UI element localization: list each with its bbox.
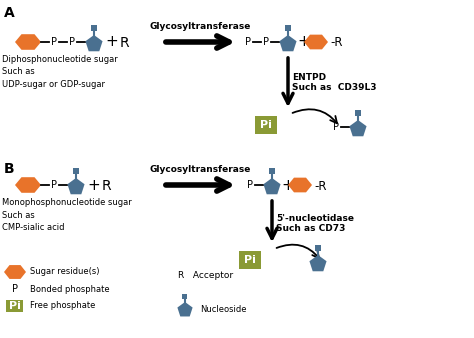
Polygon shape: [264, 178, 281, 194]
Text: +: +: [106, 34, 118, 49]
Text: B: B: [4, 162, 15, 176]
Polygon shape: [310, 255, 327, 271]
Text: P: P: [69, 37, 75, 47]
Text: Pi: Pi: [260, 120, 272, 130]
Text: Sugar residue(s): Sugar residue(s): [30, 267, 100, 276]
Text: R: R: [119, 36, 129, 50]
Bar: [269, 168, 275, 174]
Text: P: P: [263, 37, 269, 47]
Text: Pi: Pi: [9, 301, 21, 311]
Text: Diphosphonucleotide sugar
Such as
UDP-sugar or GDP-sugar: Diphosphonucleotide sugar Such as UDP-su…: [2, 55, 118, 89]
Bar: [255, 116, 277, 134]
Polygon shape: [304, 34, 328, 49]
Bar: [239, 251, 261, 269]
Bar: [91, 25, 97, 31]
Text: Bonded phosphate: Bonded phosphate: [30, 285, 109, 293]
Text: Pi: Pi: [244, 255, 256, 265]
Text: R   Acceptor: R Acceptor: [178, 270, 233, 280]
Text: P: P: [51, 37, 57, 47]
Text: +: +: [88, 177, 100, 193]
Text: A: A: [4, 6, 15, 20]
Text: P: P: [333, 122, 339, 132]
Text: Monophosphonucleotide sugar
Such as
CMP-sialic acid: Monophosphonucleotide sugar Such as CMP-…: [2, 198, 132, 232]
Text: +: +: [298, 34, 310, 49]
Polygon shape: [280, 35, 297, 51]
Polygon shape: [349, 120, 366, 136]
Text: +: +: [282, 177, 294, 193]
Bar: [7, 300, 24, 312]
Bar: [73, 168, 79, 174]
Polygon shape: [85, 35, 102, 51]
Text: -R: -R: [330, 37, 343, 49]
Polygon shape: [4, 265, 26, 279]
Text: P: P: [245, 37, 251, 47]
Text: P: P: [247, 180, 253, 190]
Text: R: R: [101, 179, 111, 193]
Bar: [355, 110, 361, 116]
Text: P: P: [51, 180, 57, 190]
Bar: [182, 294, 188, 299]
Text: P: P: [12, 284, 18, 294]
Text: Glycosyltransferase: Glycosyltransferase: [150, 165, 251, 174]
Polygon shape: [67, 178, 84, 194]
Polygon shape: [177, 302, 192, 316]
Bar: [315, 245, 321, 251]
Text: ENTPD
Such as  CD39L3: ENTPD Such as CD39L3: [292, 73, 376, 92]
Text: 5'-nucleotidase
Such as CD73: 5'-nucleotidase Such as CD73: [276, 214, 354, 233]
Text: -R: -R: [314, 179, 327, 193]
Text: Free phosphate: Free phosphate: [30, 301, 95, 311]
Polygon shape: [288, 178, 312, 192]
Bar: [285, 25, 291, 31]
Text: Glycosyltransferase: Glycosyltransferase: [150, 22, 251, 31]
Text: Nucleoside: Nucleoside: [200, 306, 246, 314]
Polygon shape: [15, 34, 41, 50]
Polygon shape: [15, 177, 41, 193]
